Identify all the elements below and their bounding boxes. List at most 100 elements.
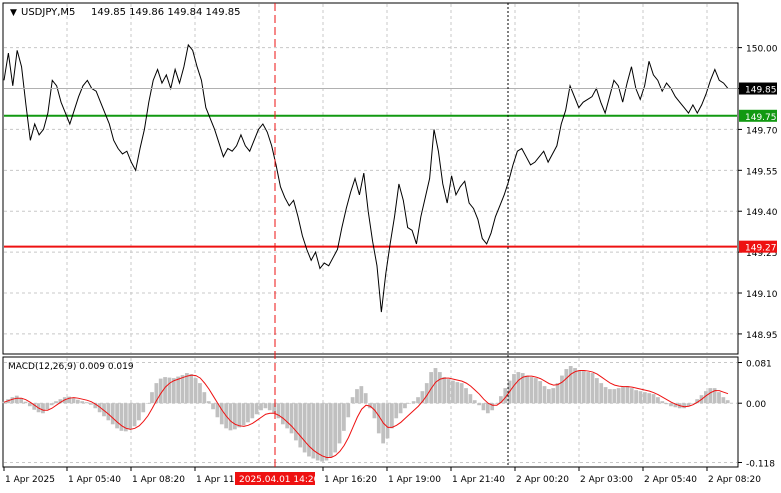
macd-histogram-bar <box>106 403 111 421</box>
macd-histogram-bar <box>54 401 58 404</box>
macd-histogram-bar <box>128 403 133 430</box>
macd-histogram-bar <box>682 403 686 409</box>
time-tick-label: 2 Apr 08:20 <box>708 475 761 485</box>
macd-histogram-bar <box>594 378 599 404</box>
price-panel[interactable]: 150.00149.85149.70149.55149.40149.25149.… <box>2 2 778 355</box>
macd-histogram-bar <box>725 400 730 404</box>
macd-histogram-bar <box>533 378 538 404</box>
macd-histogram-bar <box>228 403 233 431</box>
macd-histogram-bar <box>110 403 115 425</box>
macd-histogram-bar <box>581 371 586 404</box>
macd-histogram-bar <box>424 383 429 404</box>
macd-histogram-bar <box>154 383 159 404</box>
macd-histogram-bar <box>437 372 442 404</box>
macd-histogram-bar <box>267 403 272 411</box>
price-tick-label: 149.25 <box>746 249 778 259</box>
macd-histogram-bar <box>520 373 525 404</box>
macd-histogram-bar <box>363 393 368 404</box>
macd-tick-label: -0.118 <box>746 459 775 469</box>
macd-histogram-bar <box>468 394 473 404</box>
macd-histogram-bar <box>27 403 32 407</box>
macd-histogram-bar <box>198 383 202 404</box>
macd-histogram-bar <box>704 391 708 404</box>
macd-histogram-bar <box>372 403 377 419</box>
macd-histogram-bar <box>350 397 355 404</box>
macd-histogram-bar <box>446 379 451 404</box>
macd-histogram-bar <box>603 387 608 404</box>
macd-histogram-bar <box>599 383 604 404</box>
macd-histogram-bar <box>485 403 490 414</box>
macd-histogram-bar <box>145 403 150 404</box>
macd-histogram-bar <box>185 373 189 404</box>
level-badge <box>739 240 777 253</box>
macd-histogram-bar <box>634 390 638 404</box>
macd-histogram-bar <box>123 403 128 432</box>
macd-histogram-bar <box>115 403 119 429</box>
time-tick-label: 1 Apr 05:40 <box>68 475 121 485</box>
macd-histogram-bar <box>499 396 503 404</box>
macd-histogram-bar <box>516 372 521 404</box>
macd-panel[interactable]: 0.081 0.00 -0.118 MACD(12,26,9) 0.009 0.01… <box>1 356 775 469</box>
macd-histogram-bar <box>328 403 333 458</box>
macd-histogram-bar <box>163 377 167 404</box>
macd-histogram-bar <box>612 389 617 404</box>
macd-histogram-bar <box>394 403 399 419</box>
price-tick-label: 149.70 <box>746 126 778 136</box>
macd-histogram-bar <box>246 403 250 423</box>
macd-histogram-bar <box>250 403 255 419</box>
macd-histogram-bar <box>23 401 28 404</box>
macd-histogram-bar <box>176 376 181 404</box>
macd-histogram-bar <box>420 391 425 404</box>
macd-histogram-bar <box>398 403 403 414</box>
time-tick-label: 2 Apr 05:40 <box>644 475 697 485</box>
price-panel-frame <box>2 2 739 355</box>
macd-histogram-bar <box>315 403 320 461</box>
macd-histogram-bar <box>285 403 290 429</box>
macd-histogram-bar <box>403 403 407 409</box>
macd-histogram-bar <box>494 403 499 404</box>
macd-histogram-bar <box>407 403 412 404</box>
macd-tick-label: 0.081 <box>746 360 772 370</box>
macd-histogram-bar <box>477 403 481 406</box>
macd-histogram-bar <box>180 375 185 404</box>
macd-histogram-bar <box>712 388 717 404</box>
macd-histogram-bar <box>555 383 560 404</box>
macd-histogram-bar <box>547 389 551 404</box>
current-price-marker: 149.85 <box>4 82 777 96</box>
macd-histogram-bar <box>564 369 569 404</box>
macd-histogram-bar <box>84 402 89 404</box>
macd-histogram-bar <box>717 392 721 404</box>
macd-histogram-bar <box>638 391 643 404</box>
macd-histogram-bar <box>32 403 37 410</box>
time-tick-label: 1 Apr 19:00 <box>388 475 441 485</box>
macd-histogram-bar <box>298 403 303 448</box>
macd-histogram-bar <box>45 403 50 410</box>
price-tick-label: 148.95 <box>746 331 778 341</box>
macd-histogram-bar <box>241 403 246 426</box>
macd-histogram-bar <box>259 403 263 411</box>
macd-histogram-bar <box>346 403 351 418</box>
macd-histogram-bar <box>202 392 207 404</box>
macd-histogram-bar <box>551 388 556 404</box>
level-label: 149.75 <box>745 113 777 123</box>
macd-histogram-bar <box>58 399 63 404</box>
crosshair-time-badge: 2025.04.01 14:20 <box>235 472 320 485</box>
macd-tick-label: 0.00 <box>746 400 766 410</box>
macd-histogram-bar <box>75 399 80 404</box>
time-tick-label: 2 Apr 00:20 <box>516 475 569 485</box>
macd-histogram-bar <box>49 403 54 406</box>
macd-title: MACD(12,26,9) 0.009 0.019 <box>8 362 134 372</box>
macd-panel-frame <box>2 356 739 468</box>
macd-histogram-bar <box>690 403 695 404</box>
macd-histogram-bar <box>525 375 529 404</box>
macd-histogram-bar <box>490 403 495 411</box>
current-price-badge <box>739 82 777 95</box>
macd-histogram-bar <box>573 368 577 404</box>
macd-histogram-bar <box>89 403 93 405</box>
macd-histogram-bar <box>538 381 543 404</box>
macd-histogram-bar <box>590 373 595 404</box>
macd-histogram-bar <box>97 403 102 413</box>
macd-histogram-bar <box>472 400 477 404</box>
macd-histogram-bar <box>376 403 381 434</box>
